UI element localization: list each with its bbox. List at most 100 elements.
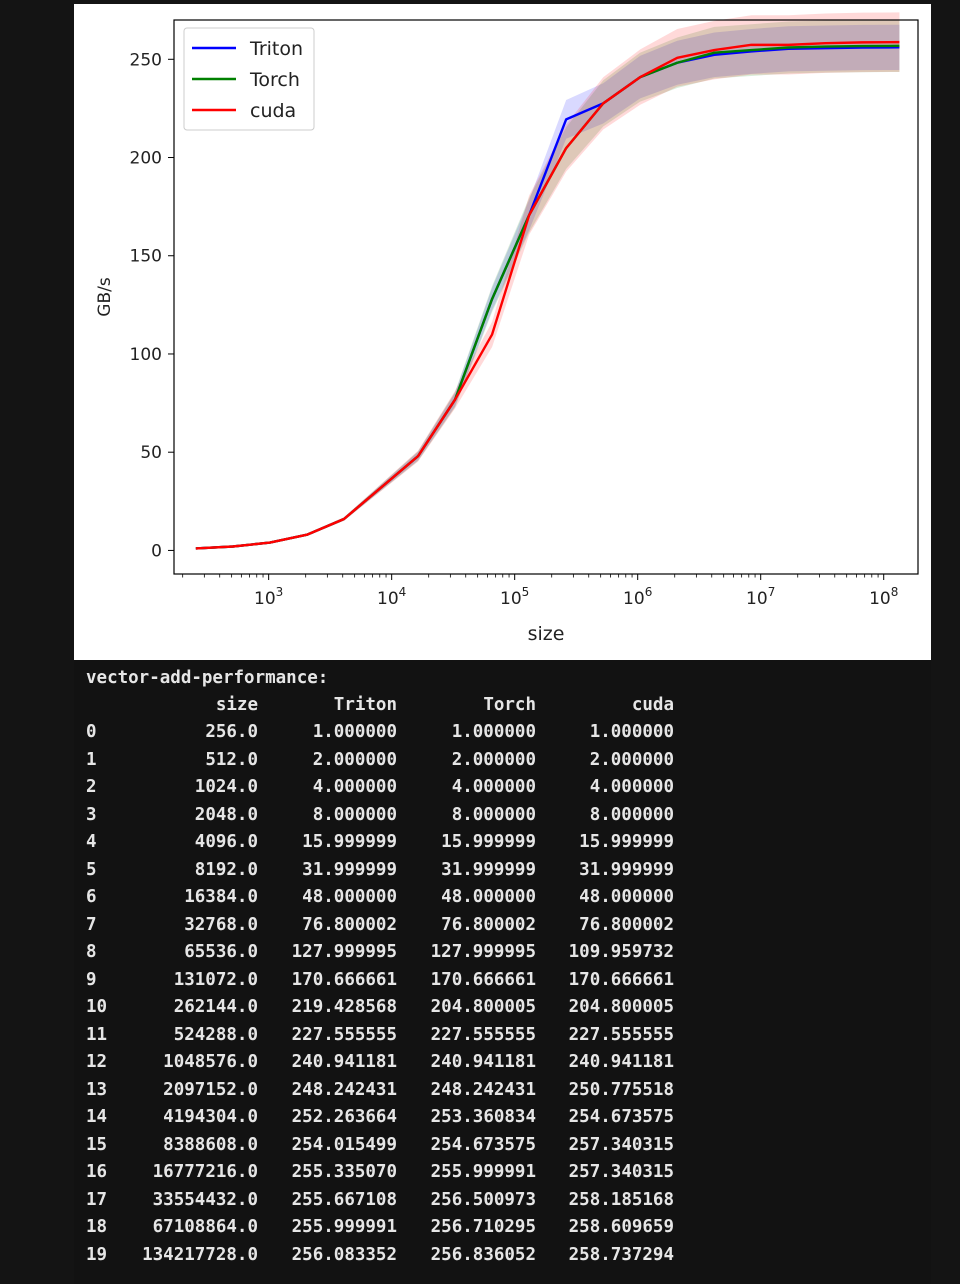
table-cell: 76.800002 [441, 914, 536, 935]
table-cell: 258.185168 [568, 1189, 674, 1210]
table-cell: 1.000000 [589, 722, 674, 742]
table-cell: 256.710295 [430, 1217, 536, 1237]
legend-box [183, 27, 315, 131]
table-cell: 8.000000 [451, 804, 536, 825]
table-cell: 204.800005 [568, 997, 674, 1017]
legend-label-cuda: cuda [250, 100, 296, 122]
row-index: 1 [86, 749, 97, 770]
table-cell: 8388608.0 [163, 1134, 258, 1155]
table-cell: 15.999999 [302, 832, 397, 852]
row-index: 17 [86, 1189, 108, 1210]
table-cell: 16777216.0 [152, 1162, 258, 1182]
table-cell: 258.737294 [568, 1244, 674, 1265]
table-cell: 255.335070 [291, 1162, 397, 1182]
table-cell: 255.667108 [291, 1189, 397, 1210]
table-cell: 48.000000 [441, 887, 536, 907]
table-cell: 16384.0 [184, 887, 258, 907]
table-cell: 170.666661 [430, 969, 536, 990]
table-cell: 254.673575 [568, 1107, 674, 1127]
x-axis-label: size [528, 623, 565, 645]
row-index: 10 [86, 997, 108, 1017]
column-header: cuda [631, 695, 674, 715]
row-index: 8 [86, 942, 97, 962]
table-cell: 255.999991 [291, 1217, 397, 1237]
row-index: 15 [86, 1134, 108, 1155]
table-cell: 1048576.0 [163, 1052, 258, 1072]
table-cell: 170.666661 [291, 969, 397, 990]
row-index: 13 [86, 1079, 108, 1100]
column-header: Triton [333, 695, 397, 715]
row-index: 14 [86, 1107, 108, 1127]
x-tick-label: 106 [623, 585, 652, 609]
table-cell: 4096.0 [194, 832, 258, 852]
table-cell: 512.0 [205, 749, 258, 770]
axis-ticks: 0 50 100 150 200 250 103 104 105 106 107 108 [130, 50, 899, 609]
table-cell: 240.941181 [291, 1052, 397, 1072]
table-cell: 32768.0 [184, 914, 258, 935]
table-cell: 2.000000 [451, 749, 536, 770]
x-tick-label: 104 [377, 585, 406, 609]
column-header: Torch [483, 695, 536, 715]
legend-label-torch: Torch [249, 69, 300, 91]
table-cell: 253.360834 [430, 1107, 536, 1127]
table-cell: 254.673575 [430, 1134, 536, 1155]
table-cell: 262144.0 [173, 997, 258, 1017]
table-cell: 109.959732 [568, 942, 674, 962]
x-tick-label: 105 [500, 585, 529, 609]
table-cell: 4.000000 [451, 777, 536, 797]
table-cell: 15.999999 [441, 832, 536, 852]
y-tick-label: 200 [130, 149, 162, 169]
table-cell: 2.000000 [312, 749, 397, 770]
table-cell: 204.800005 [430, 997, 536, 1017]
table-cell: 258.609659 [568, 1217, 674, 1237]
table-cell: 256.500973 [430, 1189, 536, 1210]
table-cell: 48.000000 [579, 887, 674, 907]
table-cell: 250.775518 [568, 1079, 674, 1100]
x-tick-label: 107 [746, 585, 775, 609]
table-cell: 48.000000 [302, 887, 397, 907]
series-line-cuda [195, 40, 900, 550]
table-cell: 2.000000 [589, 749, 674, 770]
x-tick-label: 108 [869, 585, 898, 609]
table-cell: 248.242431 [430, 1079, 536, 1100]
table-cell: 4.000000 [589, 777, 674, 797]
table-cell: 76.800002 [579, 914, 674, 935]
table-cell: 2097152.0 [163, 1079, 258, 1100]
table-cell: 8.000000 [589, 804, 674, 825]
table-cell: 15.999999 [579, 832, 674, 852]
row-index: 16 [86, 1162, 108, 1182]
table-cell: 4194304.0 [163, 1107, 258, 1127]
y-axis-label: GB/s [95, 277, 115, 317]
table-cell: 227.555555 [568, 1024, 674, 1045]
table-output: vector-add-performance: size Triton Torch c… [74, 660, 931, 1284]
table-cell: 1024.0 [194, 777, 258, 797]
plot-panel: 0 50 100 150 200 250 103 104 105 106 107 108 size G… [74, 4, 931, 660]
table-cell: 127.999995 [430, 942, 536, 962]
table-cell: 256.083352 [291, 1244, 397, 1265]
table-cell: 219.428568 [291, 997, 397, 1017]
row-index: 19 [86, 1244, 108, 1265]
output-title: vector-add-performance: [86, 668, 329, 688]
y-tick-label: 0 [151, 541, 162, 561]
series-lines [195, 40, 900, 550]
row-index: 4 [86, 832, 97, 852]
table-cell: 1.000000 [451, 722, 536, 742]
y-tick-label: 100 [130, 345, 162, 365]
table-cell: 134217728.0 [142, 1244, 258, 1265]
band-cuda [195, 12, 900, 550]
table-cell: 8.000000 [312, 804, 397, 825]
table-cell: 524288.0 [173, 1024, 258, 1045]
legend-label-triton: Triton [249, 38, 303, 60]
legend: Triton Torch cuda [183, 27, 315, 131]
table-cell: 31.999999 [302, 859, 397, 880]
row-index: 6 [86, 887, 97, 907]
table-cell: 31.999999 [579, 859, 674, 880]
table-cell: 255.999991 [430, 1162, 536, 1182]
y-tick-label: 50 [140, 443, 162, 463]
row-index: 11 [86, 1024, 108, 1045]
table-cell: 1.000000 [312, 722, 397, 742]
row-index: 2 [86, 777, 97, 797]
row-index: 0 [86, 722, 97, 742]
table-cell: 257.340315 [568, 1162, 674, 1182]
row-index: 3 [86, 804, 97, 825]
